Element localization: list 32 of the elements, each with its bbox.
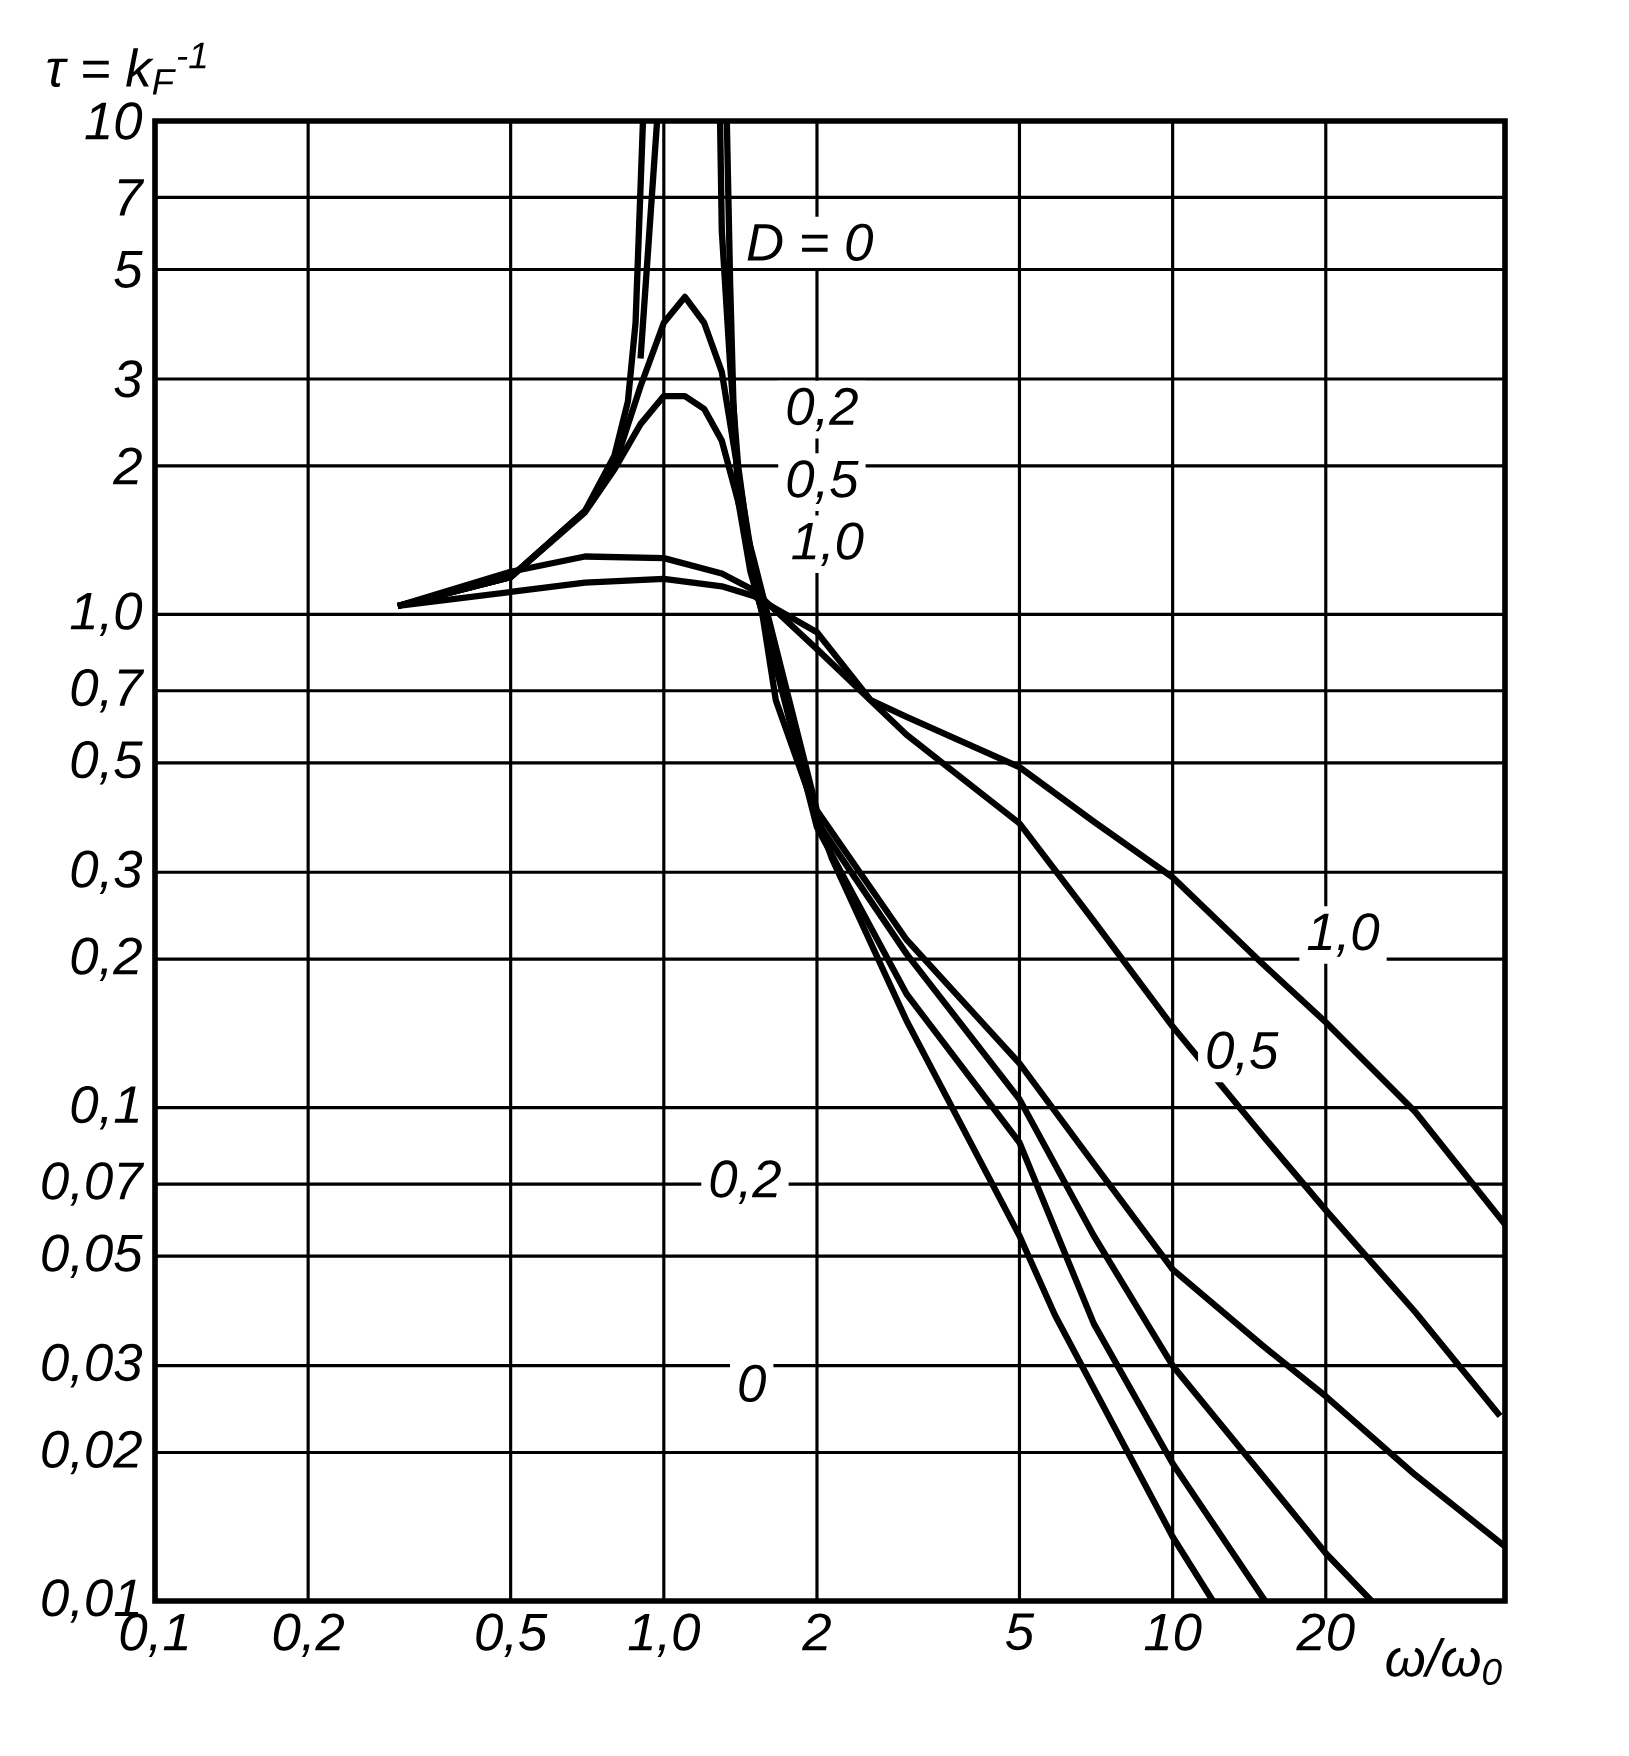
annotation: 1,0 [792, 522, 864, 567]
y-tick-label: 2 [112, 447, 142, 485]
y-tick-label: 0,3 [71, 850, 143, 895]
y-tick-label: 3 [114, 360, 143, 398]
y-tick-label: 0,5 [71, 741, 143, 785]
y-tick-label: 0,7 [71, 668, 145, 713]
y-tick-label: 0,02 [42, 1430, 142, 1475]
y-tick-label: 10 [85, 102, 143, 140]
annotation: 0,2 [787, 387, 858, 432]
y-tick-label: 7 [118, 179, 145, 216]
x-tick-label: 20 [1296, 1613, 1355, 1651]
x-tick-label: 0,2 [273, 1613, 345, 1657]
y-tick-label: 0,03 [42, 1343, 143, 1388]
x-axis-title: ω/ω$_{0}$ [1386, 1638, 1502, 1685]
annotation: 0,2 [710, 1160, 781, 1204]
annotation: D = 0 [747, 223, 873, 261]
y-tick-label: 0,2 [71, 937, 142, 981]
x-tick-label: 2 [801, 1613, 831, 1651]
y-tick-label: 5 [114, 251, 143, 288]
annotation: 0 [739, 1364, 766, 1403]
x-tick-label: 10 [1144, 1613, 1202, 1651]
y-tick-label: 1,0 [70, 592, 143, 637]
annotation: 0,5 [787, 460, 859, 504]
y-axis-title: τ = k$_{F}$-1 [47, 42, 206, 95]
y-tick-label: 0,07 [42, 1162, 145, 1206]
x-tick-label: 5 [1005, 1613, 1035, 1651]
annotation: 0,5 [1207, 1031, 1279, 1076]
y-tick-label: 0,05 [42, 1234, 143, 1278]
x-tick-label: 0,5 [476, 1613, 548, 1657]
x-tick-label: 1,0 [628, 1613, 701, 1657]
y-tick-label: 0,1 [71, 1085, 139, 1130]
annotation: 1,0 [1307, 913, 1380, 957]
